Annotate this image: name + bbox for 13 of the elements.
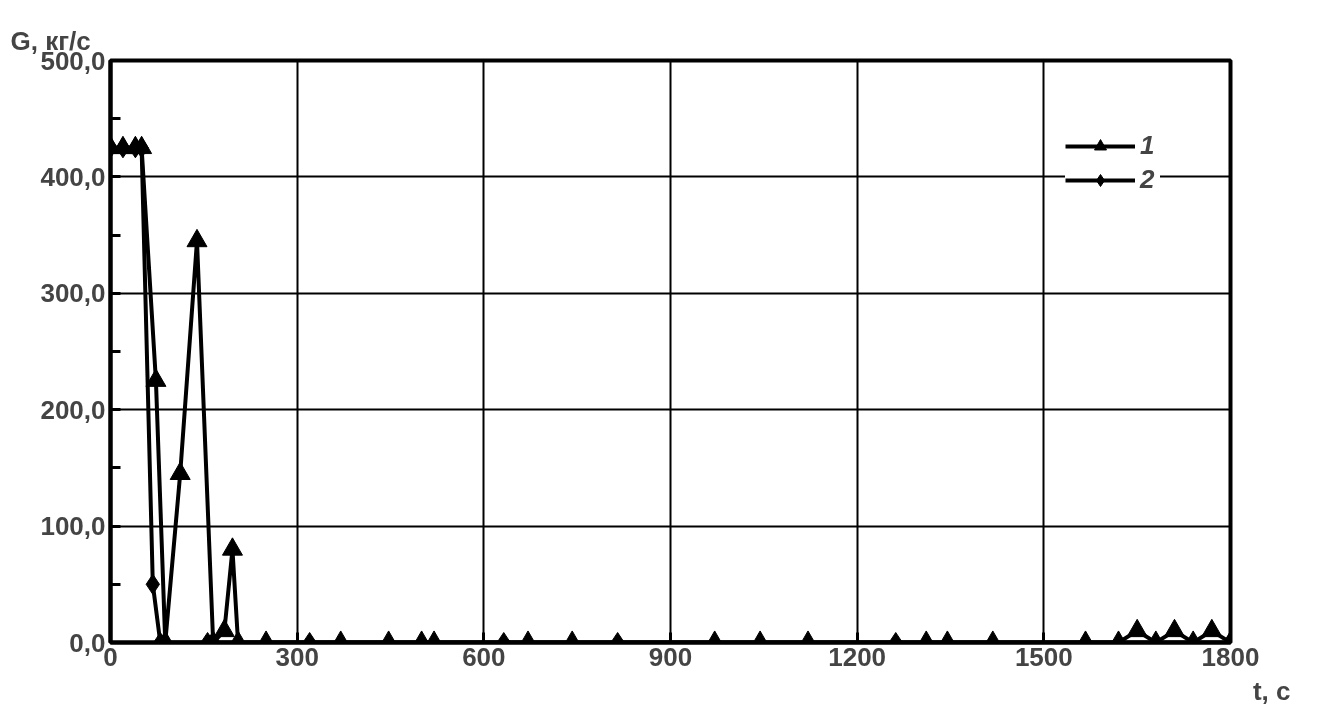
- x-tick-label: 300: [275, 641, 319, 672]
- x-tick-label: 600: [462, 641, 506, 672]
- legend-label: 1: [1140, 130, 1156, 161]
- x-tick-label: 1800: [1201, 641, 1260, 672]
- y-tick-label: 200,0: [40, 394, 106, 425]
- y-tick-label: 300,0: [40, 278, 106, 309]
- y-tick-label: 100,0: [40, 511, 106, 542]
- x-tick-label: 1200: [828, 641, 887, 672]
- x-axis-title: t, с: [1252, 675, 1291, 706]
- x-tick-label: 1500: [1014, 641, 1073, 672]
- y-tick-label: 400,0: [40, 161, 106, 192]
- legend-label: 2: [1140, 164, 1156, 195]
- x-tick-label: 900: [648, 641, 693, 672]
